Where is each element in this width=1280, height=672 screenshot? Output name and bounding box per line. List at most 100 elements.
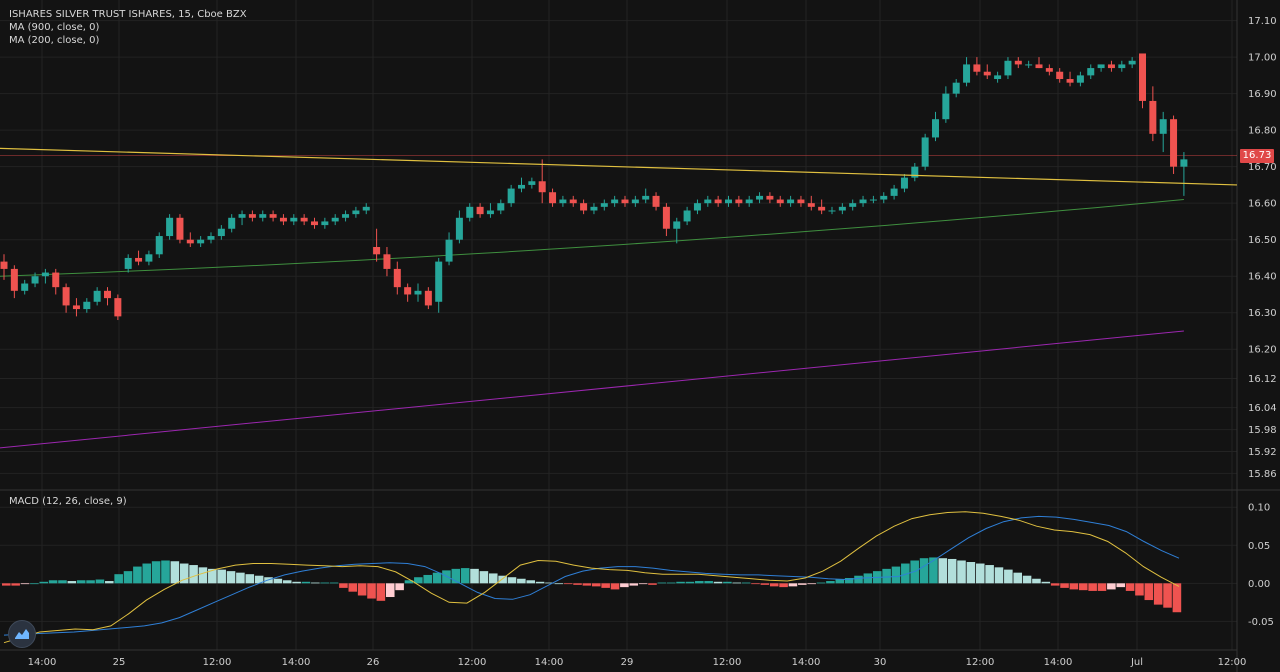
candle-body-31 (321, 221, 329, 226)
candle-77 (797, 195, 805, 207)
macd-legend[interactable]: MACD (12, 26, close, 9) (9, 496, 127, 507)
candle-body-33 (342, 214, 350, 218)
macd-tick-0: 0.10 (1248, 503, 1270, 514)
macd-bar-82 (769, 583, 779, 587)
candle-106 (1097, 64, 1105, 72)
candle-23 (238, 210, 246, 226)
time-tick-10: 30 (874, 657, 887, 668)
candle-49 (507, 184, 515, 207)
price-tick-12: 15.98 (1248, 425, 1277, 436)
candle-body-95 (983, 71, 991, 76)
trendline[interactable] (0, 147, 1238, 186)
candle-body-96 (994, 75, 1002, 80)
candle-99 (1025, 60, 1033, 69)
candle-body-67 (693, 203, 701, 211)
candle-body-90 (932, 119, 939, 138)
macd-bar-91 (854, 575, 863, 584)
candle-46 (476, 203, 484, 218)
candle-body-38 (393, 268, 401, 288)
candle-82 (849, 199, 857, 211)
macd-bar-114 (1069, 583, 1079, 590)
price-tick-0: 17.10 (1248, 16, 1277, 27)
ma-200-legend[interactable]: MA (200, close, 0) (9, 35, 100, 46)
candle-body-61 (631, 199, 639, 204)
time-tick-2: 12:00 (203, 657, 232, 668)
ma-900-path (0, 330, 1184, 449)
macd-bar-40 (376, 583, 386, 601)
time-axis-labels[interactable]: 14:00 25 12:00 14:00 26 12:00 14:00 29 12:00 14:0… (28, 657, 1247, 668)
candle-body-19 (197, 239, 205, 244)
candle-114 (1180, 152, 1188, 196)
candle-37 (383, 247, 391, 277)
candle-body-71 (735, 199, 743, 204)
time-tick-12: 14:00 (1044, 657, 1073, 668)
candle-body-17 (176, 217, 184, 240)
candle-38 (393, 261, 401, 295)
candle-110 (1139, 53, 1146, 109)
candle-58 (600, 199, 608, 211)
candle-body-93 (963, 64, 971, 83)
macd-bar-110 (1032, 578, 1041, 584)
candle-52 (538, 159, 546, 204)
candle-body-53 (549, 192, 557, 204)
candle-102 (1056, 68, 1064, 83)
macd-bar-120 (1125, 583, 1135, 591)
candle-body-37 (383, 254, 391, 269)
candle-body-66 (683, 210, 691, 222)
macd-bar-116 (1088, 583, 1097, 591)
ma-900-legend[interactable]: MA (900, close, 0) (9, 22, 100, 33)
chart-title[interactable]: ISHARES SILVER TRUST ISHARES, 15, Cboe B… (9, 9, 247, 20)
candle-body-60 (621, 199, 629, 204)
candle-54 (559, 195, 567, 207)
candle-48 (497, 199, 505, 215)
time-tick-9: 14:00 (792, 657, 821, 668)
macd-bar-14 (133, 566, 142, 584)
candle-14 (145, 250, 153, 266)
macd-bar-61 (573, 583, 582, 585)
candle-59 (611, 195, 619, 207)
candle-body-104 (1076, 75, 1084, 83)
price-tick-13: 15.92 (1248, 447, 1277, 458)
price-tick-6: 16.50 (1248, 235, 1277, 246)
candle-body-47 (486, 210, 494, 215)
macd-bar-3 (30, 583, 39, 585)
candle-53 (549, 188, 557, 207)
tradingview-logo-icon[interactable] (8, 620, 36, 648)
candle-body-22 (228, 217, 236, 229)
price-axis-labels[interactable]: 17.10 17.00 16.90 16.80 16.70 16.60 16.50 16.40… (1248, 16, 1277, 480)
macd-bar-85 (798, 583, 807, 585)
candle-17 (176, 214, 184, 244)
macd-bar-29 (273, 578, 283, 584)
candle-body-65 (673, 221, 681, 229)
macd-bar-44 (414, 577, 423, 584)
candle-105 (1087, 64, 1095, 80)
candle-body-23 (238, 214, 246, 218)
candle-body-99 (1025, 64, 1033, 66)
candle-29 (300, 214, 308, 226)
macd-bar-86 (807, 583, 816, 585)
macd-bar-36 (339, 583, 348, 588)
macd-bar-2 (20, 583, 30, 585)
ma-200-line (0, 199, 1184, 277)
candle-body-34 (352, 210, 360, 215)
candle-33 (342, 210, 350, 222)
candle-47 (486, 203, 494, 218)
candle-body-85 (880, 195, 888, 200)
candle-100 (1035, 57, 1043, 69)
candle-body-7 (72, 305, 80, 310)
macd-bar-66 (620, 583, 629, 588)
candle-body-43 (445, 239, 453, 262)
macd-bar-21 (198, 567, 208, 584)
candle-112 (1159, 111, 1167, 153)
candle-body-26 (269, 214, 277, 218)
trendline-path (0, 147, 1238, 186)
macd-bar-78 (732, 582, 742, 584)
candle-84 (869, 195, 877, 204)
candle-body-28 (290, 217, 298, 222)
macd-bar-109 (1022, 575, 1032, 584)
macd-bar-12 (114, 574, 123, 584)
macd-bar-92 (863, 573, 873, 584)
macd-bar-98 (919, 558, 929, 584)
candle-body-50 (518, 184, 525, 189)
